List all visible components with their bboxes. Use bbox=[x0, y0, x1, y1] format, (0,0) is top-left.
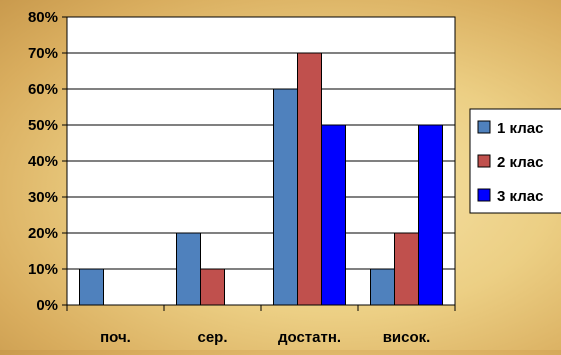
bar-1-1 bbox=[200, 268, 225, 306]
y-tick-label: 10% bbox=[28, 261, 58, 278]
bar-0-0 bbox=[79, 268, 104, 306]
x-tick-label: поч. bbox=[100, 329, 131, 346]
x-tick-label: достатн. bbox=[278, 329, 341, 346]
legend-label: 2 клас bbox=[497, 154, 543, 171]
legend-swatch bbox=[477, 188, 491, 202]
y-tick-label: 80% bbox=[28, 9, 58, 26]
legend-swatch bbox=[477, 154, 491, 168]
y-tick-label: 30% bbox=[28, 189, 58, 206]
bar-3-2 bbox=[418, 124, 443, 306]
legend: 1 клас 2 клас 3 клас bbox=[469, 108, 561, 214]
legend-label: 1 клас bbox=[497, 120, 543, 137]
x-tick-label: сер. bbox=[197, 329, 227, 346]
bar-1-0 bbox=[176, 232, 201, 306]
y-tick-label: 20% bbox=[28, 225, 58, 242]
legend-swatch bbox=[477, 120, 491, 134]
bar-3-0 bbox=[370, 268, 395, 306]
bar-3-1 bbox=[394, 232, 419, 306]
y-tick-label: 0% bbox=[36, 297, 58, 314]
bar-2-1 bbox=[297, 52, 322, 306]
x-tick-label: висок. bbox=[383, 329, 431, 346]
legend-label: 3 клас bbox=[497, 188, 543, 205]
y-axis-ticks: 0% 10% 20% 30% 40% 50% 60% 70% 80% bbox=[28, 9, 67, 314]
x-axis-ticks: поч. сер. достатн. висок. bbox=[66, 305, 456, 346]
y-tick-label: 70% bbox=[28, 45, 58, 62]
bars bbox=[79, 52, 443, 306]
bar-2-2 bbox=[321, 124, 346, 306]
y-tick-label: 40% bbox=[28, 153, 58, 170]
bar-2-0 bbox=[273, 88, 298, 306]
y-tick-label: 50% bbox=[28, 117, 58, 134]
y-tick-label: 60% bbox=[28, 81, 58, 98]
